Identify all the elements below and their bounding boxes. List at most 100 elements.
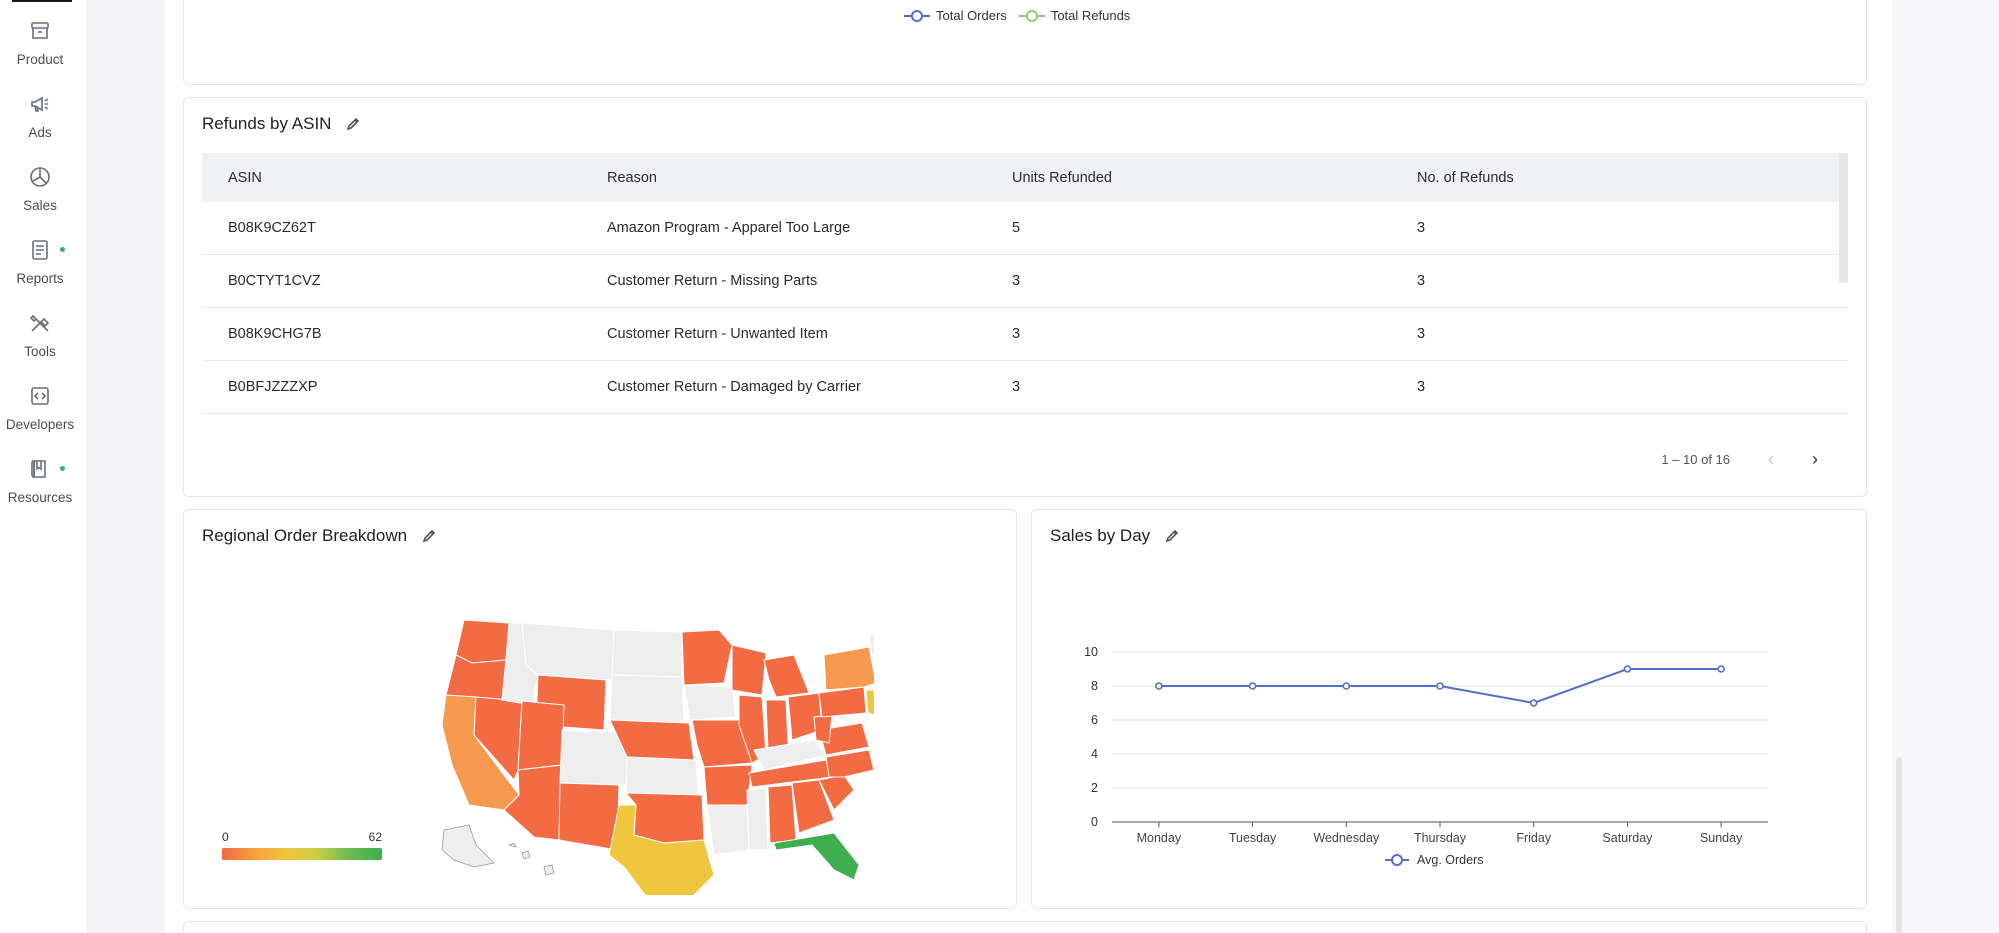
state-mt[interactable]	[521, 622, 615, 681]
state-pa[interactable]	[818, 686, 867, 718]
sidebar-item-label: Sales	[23, 198, 57, 213]
state-nj[interactable]	[865, 689, 877, 716]
data-point[interactable]	[1342, 682, 1351, 690]
cell-reason: Customer Return - Missing Parts	[607, 273, 818, 289]
us-choropleth-map	[414, 604, 913, 906]
sales-by-day-line-chart: 0 2 4 6 8 10 Monday Tuesday Wednesday Thursday Fri…	[1084, 645, 1768, 867]
state-ga[interactable]	[791, 779, 835, 834]
sidebar-item-product[interactable]: Product	[0, 18, 80, 80]
legend-line-marker	[904, 9, 930, 22]
table-row[interactable]: B08K9CZ62T Amazon Program - Apparel Too …	[202, 202, 1848, 255]
y-tick-label: 6	[1091, 713, 1098, 727]
dashboard-main: Total Orders Total Refunds Refunds by AS…	[165, 0, 1915, 933]
us-map-svg	[441, 604, 913, 906]
card-title: Regional Order Breakdown	[202, 526, 437, 546]
legend-label: Avg. Orders	[1417, 853, 1483, 867]
sales-by-day-card: Sales by Day 0 2 4 6 8 10 Monday Tuesday Wednesd…	[1031, 509, 1867, 909]
state-wv[interactable]	[813, 714, 833, 744]
sidebar-item-reports[interactable]: Reports	[0, 237, 80, 299]
sidebar-item-ads[interactable]: Ads	[0, 91, 80, 153]
book-icon	[27, 456, 53, 482]
pie-chart-icon	[27, 164, 53, 190]
y-tick-label: 2	[1091, 781, 1098, 795]
sidebar-item-tools[interactable]: Tools	[0, 310, 80, 372]
column-header-no-of-refunds[interactable]: No. of Refunds	[1417, 169, 1514, 186]
regional-order-breakdown-card: Regional Order Breakdown	[183, 509, 1017, 909]
legend-item-total-refunds[interactable]: Total Refunds	[1018, 8, 1131, 23]
scale-min-label: 0	[222, 830, 229, 844]
cell-no-of-refunds: 3	[1417, 220, 1426, 236]
cell-asin: B08K9CHG7B	[228, 326, 322, 342]
x-tick-label: Saturday	[1602, 831, 1653, 845]
state-sd[interactable]	[609, 674, 685, 724]
table-row[interactable]: B0BFJZZZXP Customer Return - Damaged by …	[202, 361, 1848, 414]
prev-page-button[interactable]: ‹	[1768, 449, 1774, 469]
sidebar: Product Ads Sales Reports Tools Develope…	[0, 0, 88, 933]
column-header-asin[interactable]: ASIN	[228, 169, 262, 186]
column-header-units-refunded[interactable]: Units Refunded	[1012, 169, 1112, 186]
x-tick-label: Thursday	[1414, 831, 1467, 845]
state-ar[interactable]	[703, 764, 753, 806]
edit-pencil-icon[interactable]	[421, 528, 437, 544]
state-ks[interactable]	[625, 756, 699, 796]
table-scrollbar[interactable]	[1839, 153, 1848, 283]
column-header-reason[interactable]: Reason	[607, 169, 657, 186]
state-va[interactable]	[818, 722, 870, 756]
state-in[interactable]	[765, 699, 789, 751]
megaphone-icon	[27, 91, 53, 117]
legend-label: Total Refunds	[1050, 8, 1131, 23]
y-tick-label: 10	[1084, 645, 1098, 659]
cell-asin: B08K9CZ62T	[228, 220, 316, 236]
state-mo[interactable]	[691, 719, 753, 768]
state-ak[interactable]	[441, 824, 495, 868]
state-mi[interactable]	[763, 654, 810, 698]
table-row[interactable]: B0CTYT1CVZ Customer Return - Missing Par…	[202, 255, 1848, 308]
state-al[interactable]	[767, 784, 797, 844]
state-la[interactable]	[706, 804, 750, 856]
cell-units-refunded: 3	[1012, 326, 1021, 342]
sidebar-item-label: Resources	[7, 490, 73, 505]
legend-item-total-orders[interactable]: Total Orders	[904, 8, 1007, 23]
state-ms[interactable]	[746, 787, 769, 851]
state-nd[interactable]	[611, 629, 683, 678]
y-tick-label: 4	[1091, 747, 1098, 761]
sidebar-item-resources[interactable]: Resources	[0, 456, 80, 518]
state-wi[interactable]	[731, 644, 767, 696]
legend-marker	[1391, 854, 1403, 866]
edit-pencil-icon[interactable]	[345, 116, 361, 132]
page-scrollbar-thumb[interactable]	[1896, 757, 1902, 933]
state-tx[interactable]	[608, 804, 715, 906]
state-nm[interactable]	[558, 782, 620, 851]
edit-pencil-icon[interactable]	[1164, 528, 1180, 544]
state-wa[interactable]	[455, 619, 510, 664]
data-point[interactable]	[1717, 665, 1725, 673]
data-point[interactable]	[1623, 665, 1632, 673]
data-point[interactable]	[1155, 682, 1163, 690]
archive-box-icon	[27, 18, 53, 44]
data-point[interactable]	[1248, 682, 1257, 690]
card-title: Refunds by ASIN	[202, 114, 361, 134]
page-scrollbar[interactable]	[1892, 0, 1999, 933]
state-ny[interactable]	[823, 646, 877, 691]
table-row[interactable]: B08K9CHG7B Customer Return - Unwanted It…	[202, 308, 1848, 361]
code-icon	[27, 383, 53, 409]
color-scale-bar[interactable]	[222, 848, 382, 860]
state-hi[interactable]	[507, 842, 555, 876]
data-point[interactable]	[1436, 682, 1444, 690]
state-ia[interactable]	[683, 684, 737, 721]
refunds-by-asin-card: Refunds by ASIN ASIN Reason Units Refund…	[183, 97, 1867, 497]
data-point[interactable]	[1529, 699, 1538, 707]
sidebar-item-developers[interactable]: Developers	[0, 383, 80, 445]
pagination: 1 – 10 of 16 ‹ ›	[1661, 449, 1818, 470]
state-nc[interactable]	[825, 749, 875, 778]
x-tick-label: Friday	[1516, 831, 1551, 845]
card-title-text: Regional Order Breakdown	[202, 526, 408, 545]
state-ut[interactable]	[517, 700, 565, 771]
next-page-button[interactable]: ›	[1812, 449, 1818, 469]
legend-label: Total Orders	[936, 8, 1007, 23]
sidebar-item-sales[interactable]: Sales	[0, 164, 80, 226]
state-mn[interactable]	[681, 629, 733, 686]
orders-refunds-chart-card: Total Orders Total Refunds	[183, 0, 1867, 85]
sidebar-item-label: Reports	[16, 271, 64, 286]
state-fl[interactable]	[773, 832, 860, 881]
